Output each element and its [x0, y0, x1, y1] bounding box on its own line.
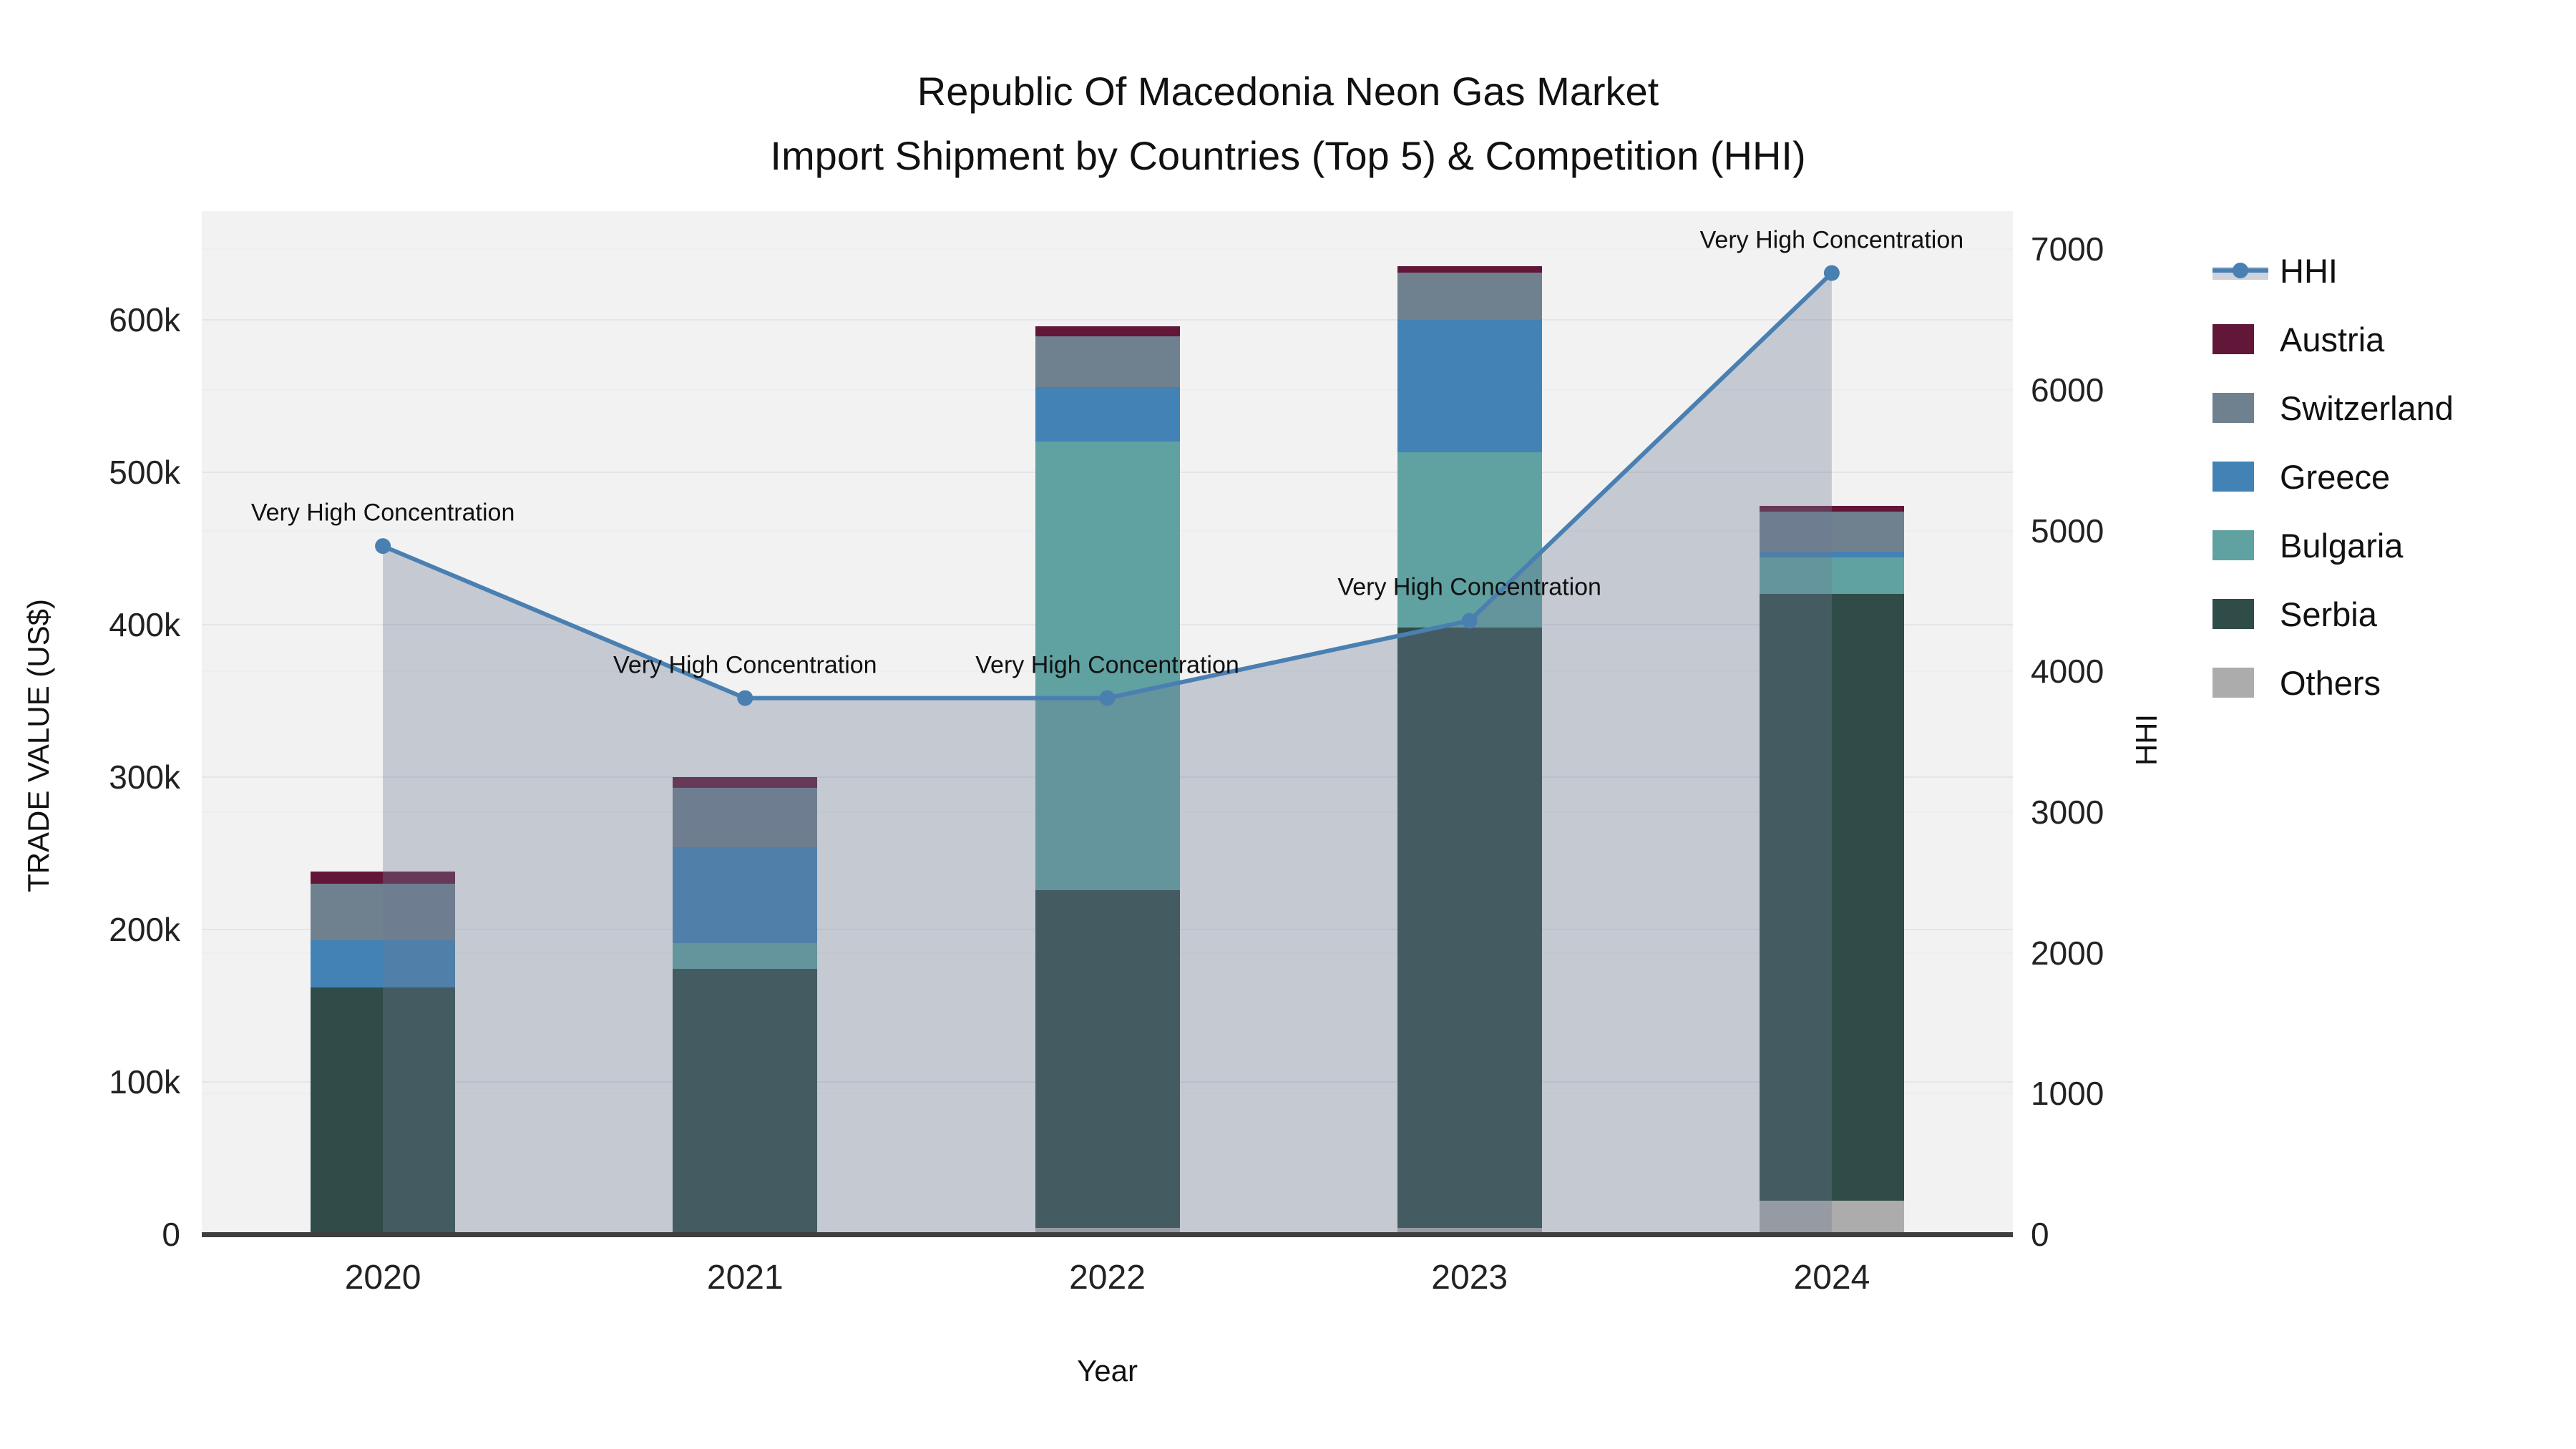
y-left-tick-300k: 300k [109, 758, 180, 796]
bar-segment-austria-2024[interactable] [1759, 505, 1904, 512]
legend-swatch-serbia [2212, 599, 2254, 629]
legend-item-others[interactable]: Others [2212, 648, 2570, 717]
legend-item-greece[interactable]: Greece [2212, 442, 2570, 511]
bar-segment-greece-2021[interactable] [673, 847, 818, 944]
y-right-tick-3000: 3000 [2031, 793, 2104, 831]
legend-item-hhi[interactable]: HHI [2212, 236, 2570, 305]
legend-hhi-line-icon [2212, 255, 2268, 286]
legend-swatch-others [2212, 668, 2254, 698]
bar-segment-austria-2021[interactable] [673, 777, 818, 788]
gridline-trade-600k [202, 319, 2013, 321]
legend: HHI Austria Switzerland Greece Bulgaria Serbi… [2212, 236, 2570, 717]
legend-swatch-switzerland [2212, 393, 2254, 423]
bar-segment-serbia-2023[interactable] [1397, 628, 1542, 1229]
bar-segment-switzerland-2020[interactable] [311, 884, 456, 940]
bar-segment-serbia-2021[interactable] [673, 969, 818, 1233]
annotation-2024: Very High Concentration [1699, 226, 1964, 254]
annotation-2021: Very High Concentration [613, 651, 877, 679]
bar-segment-switzerland-2024[interactable] [1759, 512, 1904, 552]
legend-item-bulgaria[interactable]: Bulgaria [2212, 511, 2570, 580]
y-axis-title: TRADE VALUE (US$) [21, 599, 55, 892]
bar-segment-austria-2022[interactable] [1035, 326, 1180, 337]
legend-item-austria[interactable]: Austria [2212, 305, 2570, 374]
y-right-tick-0: 0 [2031, 1216, 2049, 1253]
bar-segment-austria-2020[interactable] [311, 872, 456, 884]
bar-segment-bulgaria-2024[interactable] [1759, 557, 1904, 595]
y-left-tick-0: 0 [162, 1216, 180, 1253]
x-axis-line [202, 1232, 2013, 1237]
bar-segment-switzerland-2021[interactable] [673, 787, 818, 847]
y-right-tick-2000: 2000 [2031, 934, 2104, 972]
legend-label-hhi: HHI [2280, 251, 2338, 290]
y-left-tick-600k: 600k [109, 301, 180, 338]
annotation-2023: Very High Concentration [1337, 573, 1601, 601]
y-right-tick-1000: 1000 [2031, 1075, 2104, 1113]
bar-segment-greece-2022[interactable] [1035, 386, 1180, 442]
annotation-2020: Very High Concentration [250, 499, 515, 527]
legend-label-others: Others [2280, 663, 2381, 702]
bar-segment-greece-2024[interactable] [1759, 551, 1904, 558]
bar-segment-austria-2023[interactable] [1397, 266, 1542, 273]
y-left-tick-400k: 400k [109, 606, 180, 643]
bar-segment-others-2022[interactable] [1035, 1228, 1180, 1234]
bar-segment-switzerland-2023[interactable] [1397, 272, 1542, 320]
legend-swatch-greece [2212, 462, 2254, 492]
bar-segment-others-2023[interactable] [1397, 1228, 1542, 1234]
legend-label-switzerland: Switzerland [2280, 389, 2454, 427]
y-left-tick-100k: 100k [109, 1063, 180, 1101]
legend-label-greece: Greece [2280, 457, 2391, 496]
legend-label-serbia: Serbia [2280, 595, 2377, 633]
legend-label-austria: Austria [2280, 320, 2385, 358]
x-tick-2022: 2022 [1069, 1259, 1146, 1297]
legend-item-switzerland[interactable]: Switzerland [2212, 374, 2570, 442]
x-tick-2021: 2021 [706, 1259, 784, 1297]
bar-segment-serbia-2022[interactable] [1035, 889, 1180, 1229]
gridline-hhi-7000 [202, 248, 2013, 250]
legend-label-bulgaria: Bulgaria [2280, 526, 2404, 565]
legend-swatch-bulgaria [2212, 530, 2254, 560]
bar-segment-others-2024[interactable] [1759, 1201, 1904, 1234]
x-axis-title: Year [1077, 1354, 1138, 1387]
bar-segment-bulgaria-2021[interactable] [673, 943, 818, 970]
legend-item-serbia[interactable]: Serbia [2212, 580, 2570, 648]
x-tick-2024: 2024 [1793, 1259, 1870, 1297]
chart-title-line2: Import Shipment by Countries (Top 5) & C… [770, 133, 1806, 178]
y-left-tick-200k: 200k [109, 911, 180, 948]
bar-segment-switzerland-2022[interactable] [1035, 336, 1180, 387]
y-right-tick-5000: 5000 [2031, 512, 2104, 550]
x-tick-2023: 2023 [1431, 1259, 1508, 1297]
bar-segment-greece-2023[interactable] [1397, 320, 1542, 453]
y-left-tick-500k: 500k [109, 454, 180, 491]
annotation-2022: Very High Concentration [975, 651, 1239, 679]
y-right-tick-4000: 4000 [2031, 653, 2104, 691]
bar-segment-serbia-2024[interactable] [1759, 594, 1904, 1201]
x-tick-2020: 2020 [344, 1259, 421, 1297]
y-right-tick-7000: 7000 [2031, 230, 2104, 268]
bar-segment-greece-2020[interactable] [311, 940, 456, 987]
chart-title-line1: Republic Of Macedonia Neon Gas Market [917, 69, 1659, 114]
y2-axis-title: HHI [2129, 713, 2163, 766]
y-right-tick-6000: 6000 [2031, 371, 2104, 409]
legend-swatch-austria [2212, 324, 2254, 354]
bar-segment-serbia-2020[interactable] [311, 987, 456, 1234]
